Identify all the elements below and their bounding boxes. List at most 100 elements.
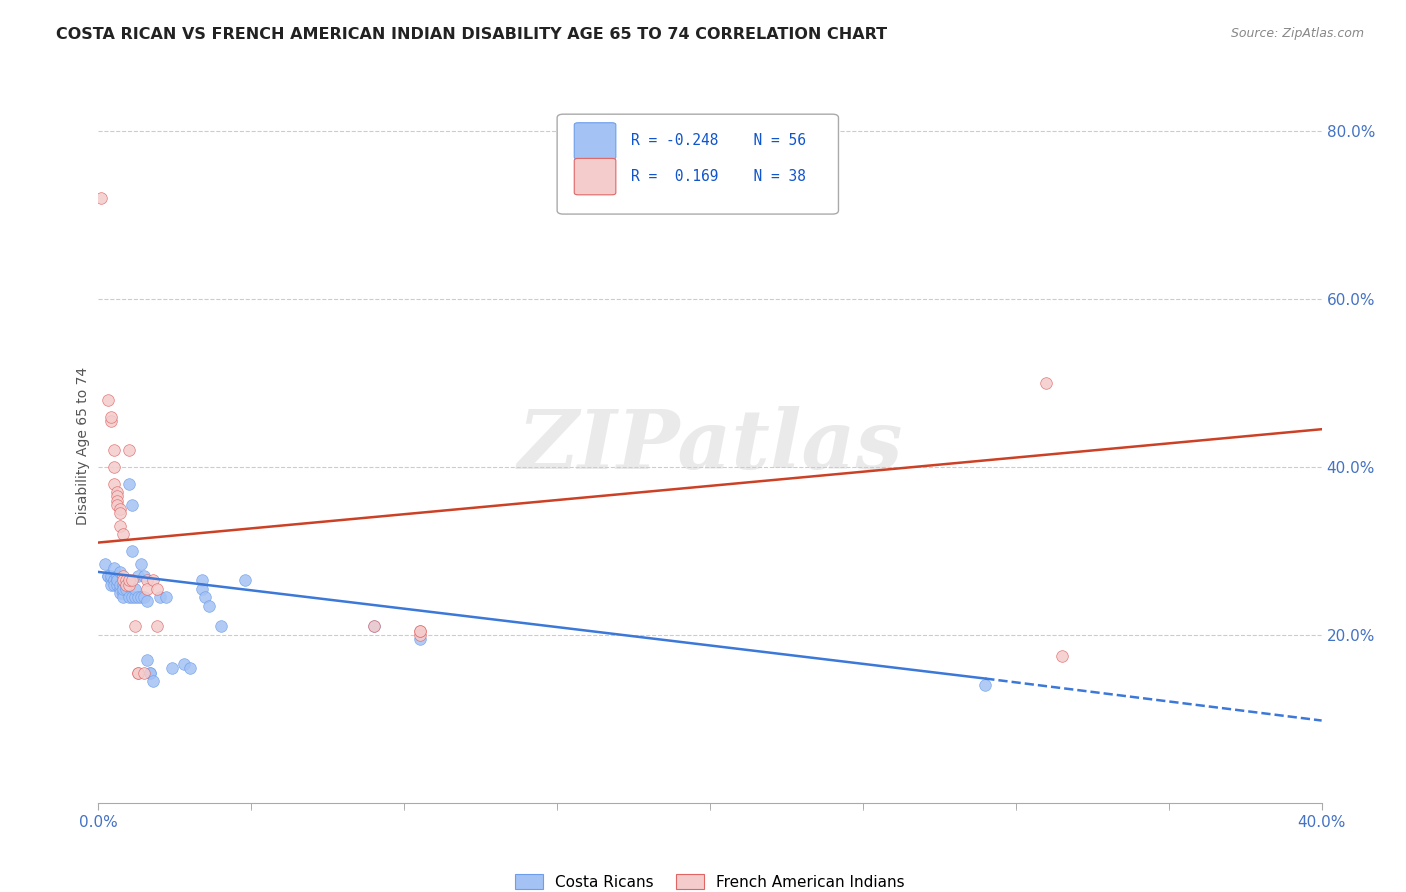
Point xyxy=(118,590,141,604)
Point xyxy=(129,590,152,604)
Point xyxy=(136,594,159,608)
Point xyxy=(121,590,143,604)
Legend: Costa Ricans, French American Indians: Costa Ricans, French American Indians xyxy=(509,868,911,892)
Point xyxy=(108,586,131,600)
Point xyxy=(194,590,217,604)
Point xyxy=(111,527,134,541)
Point xyxy=(105,569,128,583)
Point xyxy=(93,557,115,571)
Y-axis label: Disability Age 65 to 74: Disability Age 65 to 74 xyxy=(76,367,90,525)
Point xyxy=(129,557,152,571)
Point xyxy=(115,577,138,591)
Point xyxy=(136,582,159,596)
Point xyxy=(1035,376,1057,390)
Point xyxy=(197,599,219,613)
Point xyxy=(127,665,149,680)
Point xyxy=(105,574,128,588)
Point xyxy=(100,414,122,428)
Point xyxy=(124,619,146,633)
Point xyxy=(100,577,122,591)
FancyBboxPatch shape xyxy=(574,159,616,194)
Point xyxy=(127,569,149,583)
Point xyxy=(108,582,131,596)
Point xyxy=(118,443,141,458)
Point xyxy=(408,624,430,638)
Point xyxy=(105,577,128,591)
Point xyxy=(127,665,149,680)
Point xyxy=(111,582,134,596)
Point xyxy=(111,574,134,588)
Point xyxy=(108,502,131,516)
Point xyxy=(103,574,125,588)
Point xyxy=(191,574,214,588)
Point xyxy=(111,577,134,591)
Point xyxy=(100,574,122,588)
Point xyxy=(1050,648,1073,663)
Point xyxy=(124,582,146,596)
Point xyxy=(105,489,128,503)
Point xyxy=(105,485,128,500)
Point xyxy=(136,653,159,667)
Point xyxy=(363,619,385,633)
Point xyxy=(97,569,120,583)
Point xyxy=(111,586,134,600)
Point xyxy=(115,582,138,596)
Point xyxy=(209,619,232,633)
Point xyxy=(105,574,128,588)
Point xyxy=(160,661,183,675)
Point xyxy=(134,665,156,680)
Point xyxy=(118,577,141,591)
Point xyxy=(191,582,214,596)
Point xyxy=(97,392,120,407)
Point xyxy=(139,665,162,680)
Point xyxy=(100,409,122,424)
Point xyxy=(108,577,131,591)
Point xyxy=(108,565,131,579)
Point xyxy=(105,498,128,512)
Point xyxy=(408,628,430,642)
Point xyxy=(118,476,141,491)
Point xyxy=(100,569,122,583)
Point xyxy=(134,569,156,583)
Point xyxy=(115,574,138,588)
Text: COSTA RICAN VS FRENCH AMERICAN INDIAN DISABILITY AGE 65 TO 74 CORRELATION CHART: COSTA RICAN VS FRENCH AMERICAN INDIAN DI… xyxy=(56,27,887,42)
Point xyxy=(124,590,146,604)
Point xyxy=(103,443,125,458)
Point xyxy=(118,574,141,588)
Point xyxy=(139,665,162,680)
Point xyxy=(149,590,172,604)
Point xyxy=(97,569,120,583)
Point xyxy=(121,574,143,588)
Point xyxy=(103,560,125,574)
Text: R = -0.248    N = 56: R = -0.248 N = 56 xyxy=(630,134,806,148)
Point xyxy=(111,590,134,604)
Point xyxy=(233,574,256,588)
Point xyxy=(90,191,112,205)
Point xyxy=(363,619,385,633)
Point xyxy=(145,619,167,633)
Point xyxy=(105,493,128,508)
Point xyxy=(127,590,149,604)
Point xyxy=(103,574,125,588)
Point xyxy=(974,678,997,692)
Point xyxy=(145,582,167,596)
Point xyxy=(115,577,138,591)
Point xyxy=(103,476,125,491)
Point xyxy=(121,544,143,558)
Point xyxy=(134,590,156,604)
Point xyxy=(103,577,125,591)
Point xyxy=(108,518,131,533)
Point xyxy=(142,574,165,588)
Point xyxy=(111,569,134,583)
Point xyxy=(136,574,159,588)
Point xyxy=(121,498,143,512)
Text: Source: ZipAtlas.com: Source: ZipAtlas.com xyxy=(1230,27,1364,40)
Point xyxy=(155,590,177,604)
Text: ZIPatlas: ZIPatlas xyxy=(517,406,903,486)
Point xyxy=(173,657,195,672)
Point xyxy=(142,674,165,689)
Point xyxy=(108,506,131,520)
FancyBboxPatch shape xyxy=(574,123,616,159)
Point xyxy=(408,624,430,638)
Point xyxy=(179,661,201,675)
